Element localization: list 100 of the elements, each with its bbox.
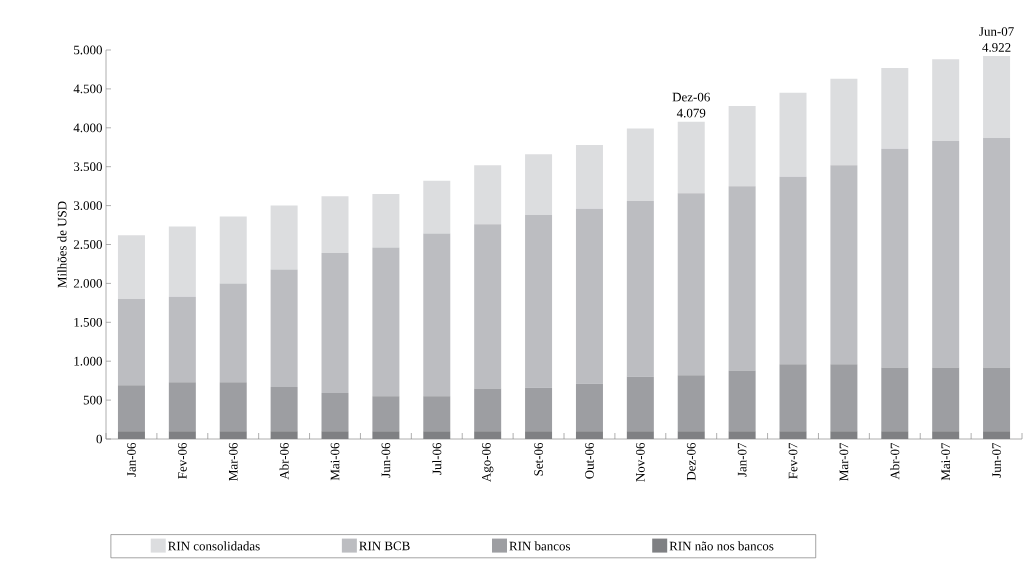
x-tick-label: Mar-06 <box>228 442 238 481</box>
bar <box>168 431 196 439</box>
y-tick-label: 3.000 <box>73 201 102 210</box>
bar <box>626 128 654 201</box>
legend-label: RIN não nos bancos <box>669 541 774 551</box>
bar <box>168 296 196 383</box>
bar <box>728 431 756 439</box>
legend-label: RIN bancos <box>509 541 571 551</box>
bar <box>219 382 247 432</box>
bar <box>881 148 909 368</box>
bar <box>270 431 298 439</box>
bar <box>932 431 960 439</box>
x-tick-label: Jul-06 <box>432 442 442 475</box>
x-tick-label: Mar-07 <box>839 442 849 481</box>
bar <box>474 431 502 439</box>
y-tick-label: 500 <box>83 395 102 405</box>
bar <box>117 385 145 432</box>
annotation: 4.079 <box>676 108 706 118</box>
bar <box>575 208 603 384</box>
bar <box>881 67 909 149</box>
y-tick-label: 2.000 <box>73 279 102 288</box>
bar <box>983 56 1011 138</box>
legend-label: RIN consolidadas <box>168 541 260 551</box>
bar <box>321 393 349 432</box>
bar <box>626 431 654 439</box>
x-tick-label: Abr-07 <box>890 442 900 480</box>
bar <box>270 386 298 432</box>
bar <box>932 59 960 142</box>
bar <box>423 233 451 397</box>
y-tick-label: 3.500 <box>73 162 102 172</box>
x-tick-label: Jan-07 <box>737 442 747 477</box>
bar <box>575 383 603 432</box>
bar <box>525 154 553 215</box>
x-tick-label: Out-06 <box>585 442 594 479</box>
bar <box>474 388 502 432</box>
bar <box>321 196 349 254</box>
bar <box>117 431 145 439</box>
bar <box>372 431 400 439</box>
bar <box>779 176 807 365</box>
bar <box>372 193 400 248</box>
bar <box>423 180 451 234</box>
annotation: 4.922 <box>982 43 1011 52</box>
y-tick-label: 4.500 <box>73 84 102 94</box>
bar <box>423 396 451 432</box>
bar <box>270 269 298 387</box>
bar <box>779 431 807 439</box>
bar <box>983 431 1011 439</box>
y-tick-label: 4.000 <box>73 123 102 133</box>
bar <box>525 431 553 439</box>
bar <box>728 370 756 432</box>
y-axis-title: Milhões de USD <box>57 201 67 288</box>
bar <box>932 367 960 432</box>
bar <box>270 205 298 270</box>
bar <box>728 106 756 187</box>
y-tick-label: 5.000 <box>74 45 102 55</box>
bar <box>372 396 400 432</box>
bar <box>830 78 858 166</box>
bar <box>932 141 960 368</box>
bar <box>423 431 451 439</box>
bar <box>219 431 247 439</box>
x-tick-label: Jan-06 <box>127 442 136 477</box>
x-tick-label: Set-06 <box>534 442 543 476</box>
x-tick-label: Jun-07 <box>992 442 1001 478</box>
bar <box>168 226 196 297</box>
bar <box>677 193 705 376</box>
x-tick-label: Mai-07 <box>941 442 951 481</box>
bar <box>117 235 145 299</box>
bar <box>321 253 349 394</box>
bar <box>168 382 196 432</box>
bar <box>677 431 705 439</box>
bar <box>219 216 247 284</box>
bar <box>474 165 502 225</box>
bar <box>728 186 756 371</box>
bar <box>881 431 909 439</box>
x-tick-label: Fev-07 <box>788 442 798 479</box>
x-tick-label: Fev-06 <box>177 442 187 479</box>
y-tick-label: 2.500 <box>73 240 102 249</box>
bar <box>626 376 654 432</box>
x-tick-label: Ago-06 <box>481 442 494 482</box>
bar <box>983 137 1011 368</box>
bar <box>321 431 349 439</box>
bar <box>525 214 553 388</box>
bar <box>575 431 603 439</box>
bar <box>575 144 603 209</box>
bar <box>474 224 502 389</box>
x-tick-label: Abr-06 <box>279 442 289 480</box>
bar <box>983 367 1011 432</box>
annotation: Jun-07 <box>979 27 1014 36</box>
bar <box>372 247 400 397</box>
bar <box>626 200 654 377</box>
bar <box>219 283 247 383</box>
y-tick-label: 1.500 <box>74 317 102 327</box>
bar <box>677 375 705 432</box>
x-tick-label: Mai-06 <box>330 442 340 481</box>
x-tick-label: Nov-06 <box>635 442 645 482</box>
legend-label: RIN BCB <box>359 541 410 551</box>
bar <box>117 298 145 386</box>
bar <box>525 387 553 432</box>
bar <box>677 121 705 194</box>
x-tick-label: Jun-06 <box>381 442 391 478</box>
